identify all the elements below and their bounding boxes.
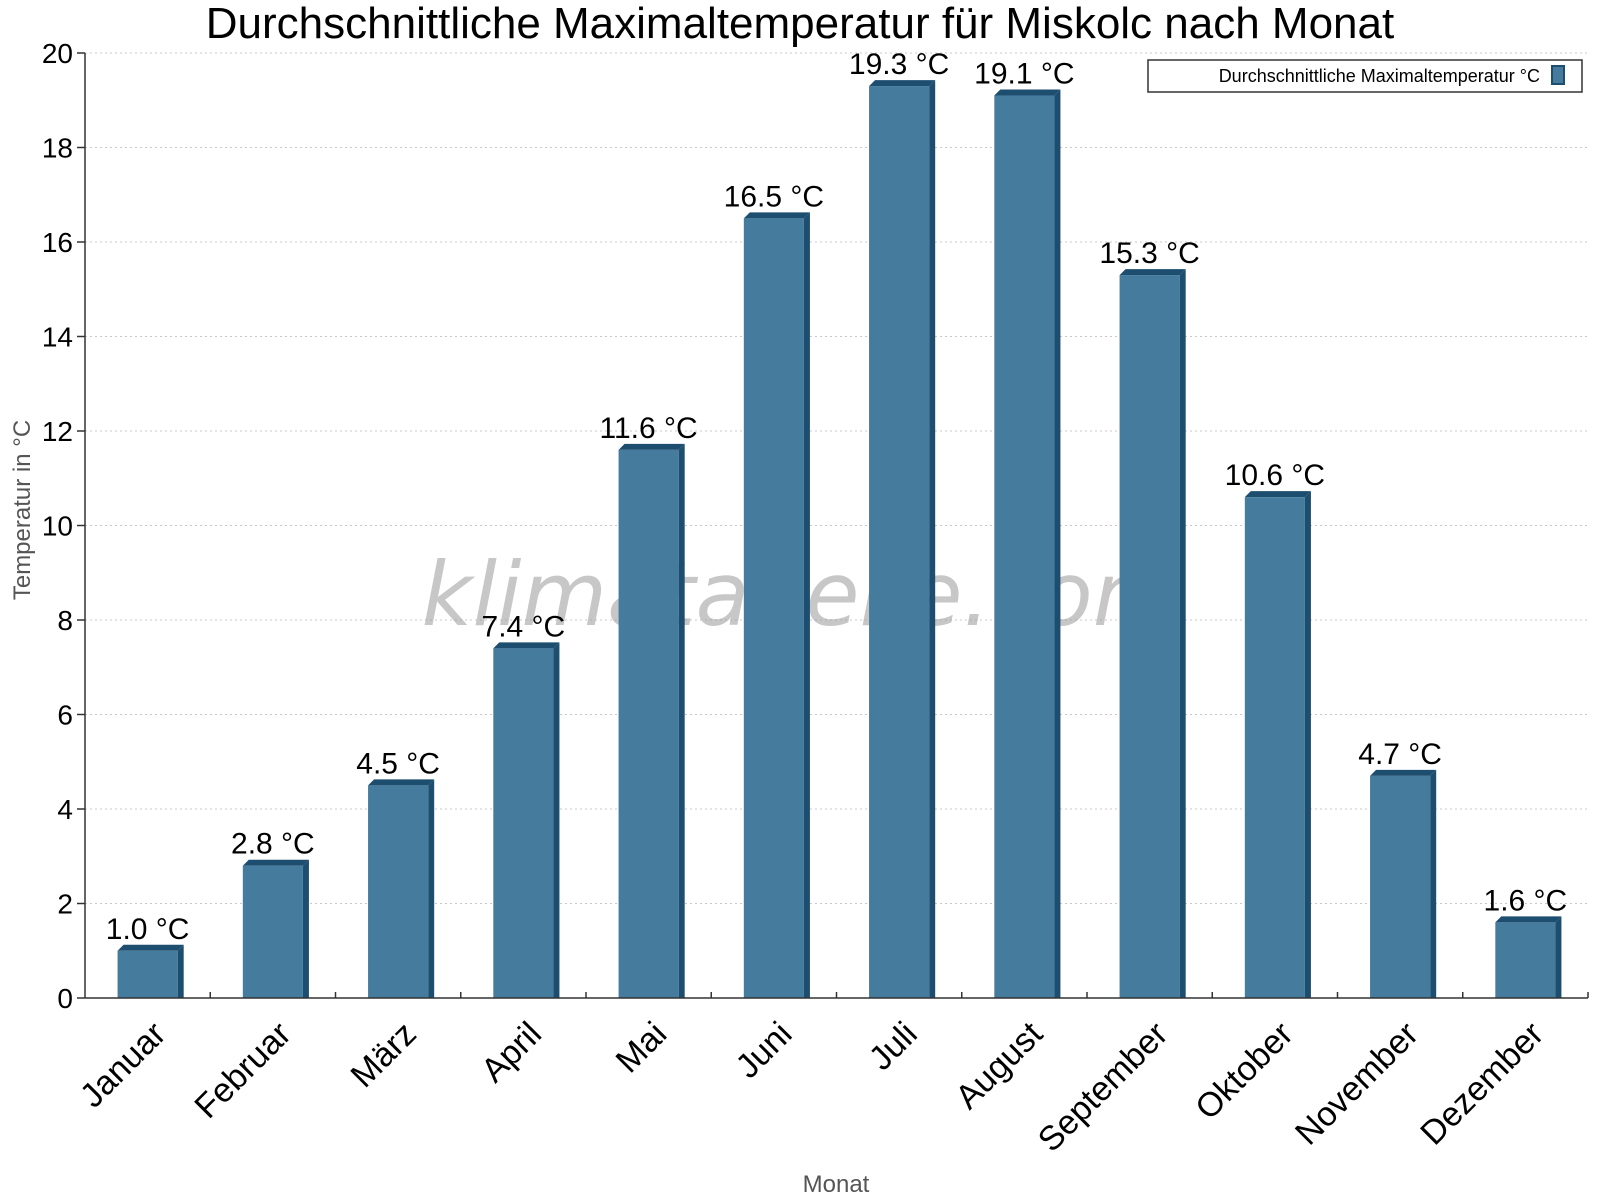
- bar: [869, 86, 930, 998]
- x-tick-label: September: [1031, 1015, 1175, 1159]
- x-tick-label: Juli: [862, 1015, 925, 1078]
- bar-top: [368, 779, 435, 786]
- bar-side: [428, 779, 435, 998]
- data-label: 1.6 °C: [1484, 884, 1568, 917]
- bar-top: [618, 443, 685, 450]
- x-tick-label: März: [343, 1015, 423, 1095]
- bar-side: [1179, 269, 1186, 998]
- chart-title: Durchschnittliche Maximaltemperatur für …: [206, 0, 1394, 48]
- y-tick-label: 4: [57, 794, 73, 825]
- legend: Durchschnittliche Maximaltemperatur °C: [1147, 59, 1583, 93]
- x-tick-label: November: [1288, 1015, 1426, 1153]
- bar: [493, 648, 554, 998]
- legend-box: [1147, 59, 1583, 93]
- legend-swatch: [1551, 65, 1565, 85]
- bar-top: [1244, 491, 1311, 498]
- bar-top: [1119, 269, 1186, 276]
- data-label: 16.5 °C: [724, 180, 824, 213]
- bar-side: [803, 212, 810, 998]
- y-tick-label: 2: [57, 889, 73, 920]
- y-tick-label: 12: [42, 416, 73, 447]
- bars: 1.0 °C 2.8 °C 4.5 °C 7.4 °C 11.6 °C 16.5 °C 19…: [106, 48, 1567, 998]
- bar-side: [553, 642, 560, 998]
- x-tick-label: August: [948, 1014, 1050, 1116]
- data-label: 2.8 °C: [231, 828, 315, 861]
- y-tick-label: 6: [57, 700, 73, 731]
- x-tick-label: Mai: [609, 1015, 675, 1081]
- bar-side: [1054, 89, 1061, 998]
- x-axis-label: Monat: [803, 1171, 870, 1198]
- data-label: 7.4 °C: [482, 610, 566, 643]
- y-tick-label: 8: [57, 605, 73, 636]
- bar: [994, 95, 1055, 998]
- bar: [368, 785, 429, 998]
- legend-label: Durchschnittliche Maximaltemperatur °C: [1219, 66, 1540, 86]
- bar-top: [869, 80, 936, 87]
- bar-top: [1495, 916, 1562, 923]
- bar-side: [929, 80, 936, 998]
- gridlines: [85, 52, 1588, 904]
- x-tick-label: Oktober: [1188, 1015, 1300, 1127]
- bar: [1370, 775, 1431, 998]
- bar: [1119, 275, 1180, 998]
- bar: [242, 865, 303, 998]
- y-tick-label: 10: [42, 511, 73, 542]
- data-label: 15.3 °C: [1099, 237, 1199, 270]
- y-tick-labels: 0 2 4 6 8 10 12 14 16 18 20: [42, 38, 73, 1014]
- bar-top: [242, 859, 309, 866]
- data-label: 1.0 °C: [106, 913, 190, 946]
- bar-top: [994, 89, 1061, 96]
- bar-top: [1370, 769, 1437, 776]
- x-tick-label: Dezember: [1413, 1015, 1551, 1153]
- bar: [618, 449, 679, 998]
- x-tick-label: Februar: [187, 1015, 298, 1126]
- bar: [1495, 922, 1556, 998]
- bar: [1244, 497, 1305, 998]
- x-tick-label: April: [474, 1015, 549, 1090]
- bar-side: [1304, 491, 1311, 998]
- bar: [743, 218, 804, 998]
- y-tick-label: 18: [42, 133, 73, 164]
- bar-top: [493, 642, 560, 649]
- y-tick-label: 14: [42, 322, 73, 353]
- bar-top: [117, 944, 184, 951]
- data-label: 19.1 °C: [974, 58, 1074, 91]
- axes: [77, 52, 1589, 999]
- bar: [117, 950, 178, 998]
- y-tick-label: 16: [42, 227, 73, 258]
- bar-side: [302, 859, 309, 998]
- bar-side: [177, 944, 184, 998]
- data-label: 19.3 °C: [849, 48, 949, 81]
- bar-top: [743, 212, 810, 219]
- x-tick-labels: Januar Februar März April Mai Juni Juli AugustS…: [73, 1014, 1551, 1159]
- x-tick-label: Januar: [73, 1015, 173, 1115]
- bar-side: [678, 443, 685, 998]
- y-tick-label: 20: [42, 38, 73, 69]
- x-tick-label: Juni: [729, 1015, 800, 1086]
- data-label: 4.7 °C: [1358, 738, 1442, 771]
- data-label: 10.6 °C: [1225, 459, 1325, 492]
- y-axis-label: Temperatur in °C: [9, 420, 36, 600]
- bar-side: [1555, 916, 1562, 998]
- data-label: 4.5 °C: [356, 747, 440, 780]
- y-tick-label: 0: [57, 983, 73, 1014]
- bar-side: [1430, 769, 1437, 998]
- data-label: 11.6 °C: [600, 412, 698, 445]
